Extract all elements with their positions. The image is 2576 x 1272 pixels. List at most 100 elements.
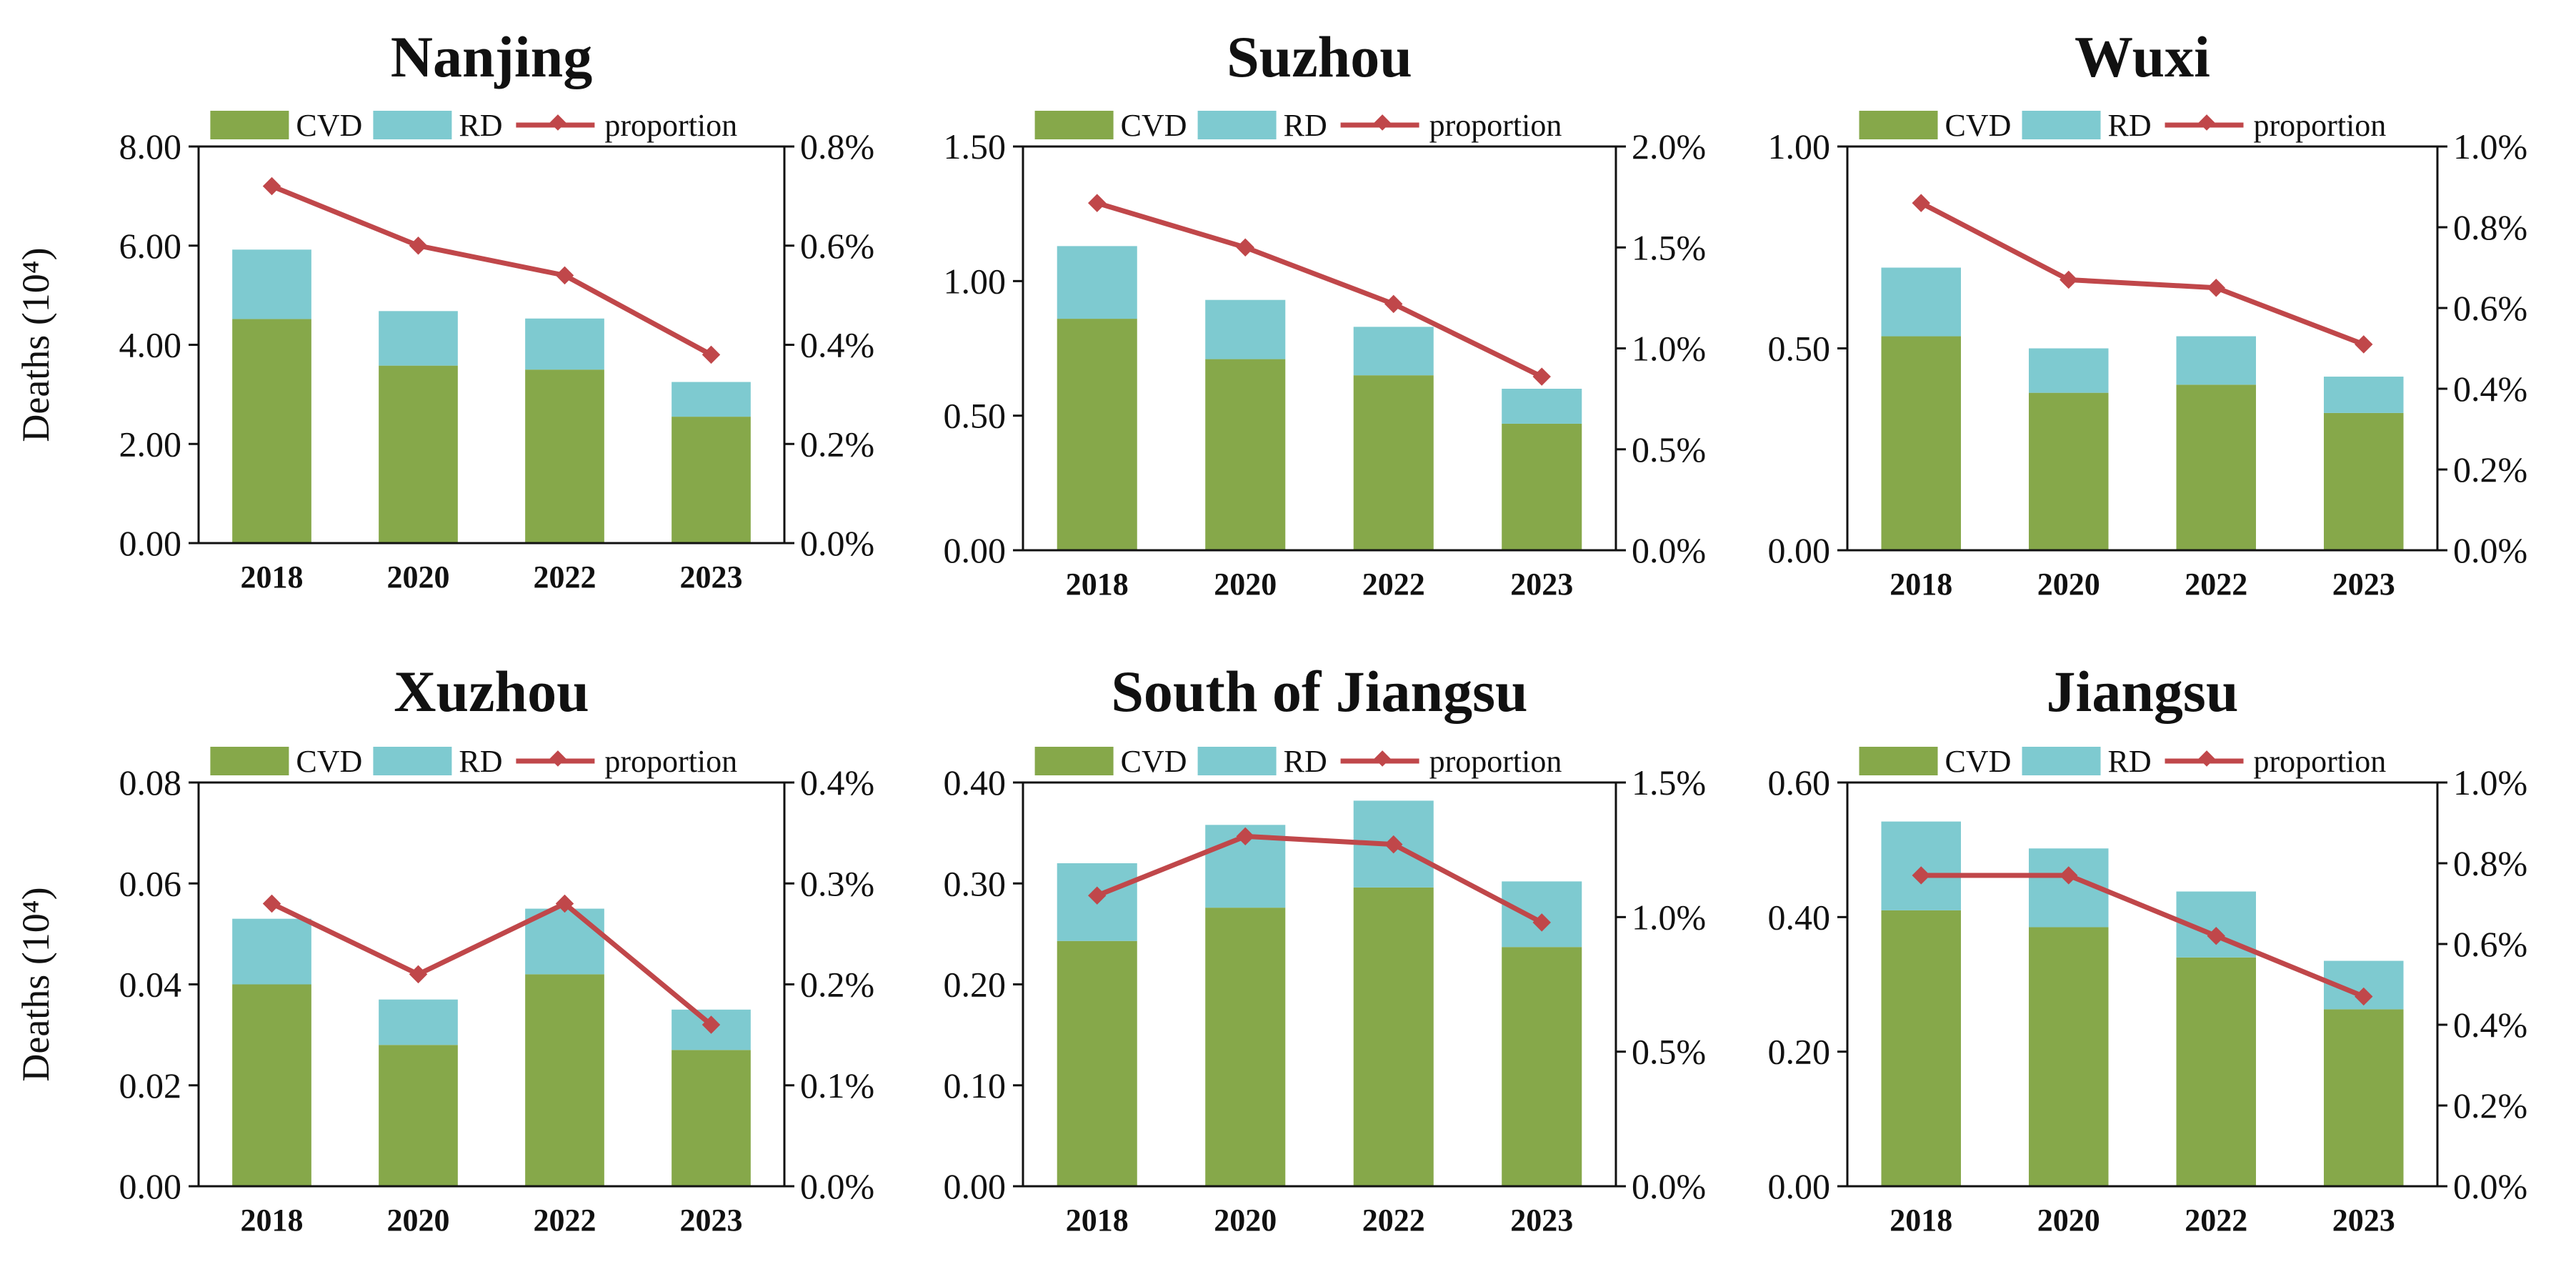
proportion-point-2018 xyxy=(1912,194,1930,212)
y-tick-label: 0.02 xyxy=(119,1065,182,1105)
legend-label-proportion: proportion xyxy=(604,744,737,779)
legend-label-proportion: proportion xyxy=(2254,744,2387,779)
bar-cvd-2022 xyxy=(1353,887,1434,1186)
bar-rd-2020 xyxy=(379,999,458,1045)
bar-cvd-2020 xyxy=(2028,392,2109,550)
legend-swatch-rd xyxy=(373,747,452,775)
y-tick-label: 0.50 xyxy=(944,396,1007,436)
legend-swatch-rd xyxy=(2022,111,2101,139)
y-tick-label: 4.00 xyxy=(119,325,182,365)
y2-tick-label: 1.5% xyxy=(1632,227,1706,267)
y-tick-label: 0.50 xyxy=(1768,329,1831,369)
x-tick-label: 2023 xyxy=(680,1203,743,1238)
y2-tick-label: 0.6% xyxy=(2453,924,2527,964)
y-tick-label: 0.00 xyxy=(944,530,1007,570)
y-tick-label: 0.60 xyxy=(1768,762,1831,803)
y2-tick-label: 0.2% xyxy=(2453,1085,2527,1126)
x-tick-label: 2020 xyxy=(387,1203,450,1238)
x-tick-label: 2022 xyxy=(1362,1203,1425,1238)
bar-cvd-2022 xyxy=(2176,957,2257,1186)
y-tick-label: 0.20 xyxy=(1768,1032,1831,1072)
bar-cvd-2023 xyxy=(2323,412,2404,550)
y-tick-label: 0.30 xyxy=(944,863,1007,903)
legend-label-rd: RD xyxy=(2108,108,2152,143)
bar-cvd-2018 xyxy=(1881,910,1962,1186)
bar-rd-2023 xyxy=(2323,377,2404,413)
chart-panel-wuxi: Wuxi CVD RD proportion 0.00 0.50 1.00 0.0% 0.2% 0… xyxy=(1768,24,2528,602)
x-tick-label: 2023 xyxy=(1510,1203,1573,1238)
bar-cvd-2020 xyxy=(379,365,458,543)
y-axis-label: Deaths (10⁴) xyxy=(14,247,57,442)
y-tick-label: 1.00 xyxy=(944,261,1007,301)
y2-tick-label: 0.3% xyxy=(800,863,874,903)
proportion-point-2018 xyxy=(262,894,281,913)
proportion-point-2020 xyxy=(409,965,428,984)
proportion-line xyxy=(270,901,713,1027)
x-tick-label: 2018 xyxy=(241,560,304,595)
chart-title: Nanjing xyxy=(391,24,593,89)
y2-tick-label: 0.2% xyxy=(800,424,874,464)
legend-label-rd: RD xyxy=(459,108,502,143)
legend-label-cvd: CVD xyxy=(1945,108,2012,143)
x-tick-label: 2020 xyxy=(2037,567,2100,602)
legend-label-rd: RD xyxy=(459,744,502,779)
bar-cvd-2022 xyxy=(1353,375,1434,550)
legend-label-proportion: proportion xyxy=(604,108,737,143)
chart-title: Suzhou xyxy=(1227,24,1412,89)
bar-cvd-2023 xyxy=(1502,947,1582,1186)
chart-title: Xuzhou xyxy=(394,659,589,724)
x-tick-label: 2023 xyxy=(680,560,743,595)
bar-cvd-2018 xyxy=(1057,940,1137,1186)
legend-label-rd: RD xyxy=(1284,108,1327,143)
y-tick-label: 8.00 xyxy=(119,126,182,167)
legend-swatch-cvd xyxy=(1859,111,1938,139)
proportion-line xyxy=(1919,200,2365,347)
x-tick-label: 2020 xyxy=(1214,567,1277,602)
legend-label-cvd: CVD xyxy=(1121,108,1187,143)
chart-panel-jiangsu: Jiangsu CVD RD proportion 0.00 0.20 0.40 0.60 0.… xyxy=(1768,659,2528,1238)
legend: CVD RD proportion xyxy=(1859,744,2387,779)
y-tick-label: 0.00 xyxy=(1768,1166,1831,1206)
x-tick-label: 2022 xyxy=(2185,567,2247,602)
x-tick-label: 2023 xyxy=(1510,567,1573,602)
bar-rd-2023 xyxy=(672,382,751,417)
bar-rd-2020 xyxy=(2028,348,2109,393)
y2-tick-label: 0.8% xyxy=(2453,843,2527,883)
y-axis-label: Deaths (10⁴) xyxy=(14,887,57,1081)
y2-tick-label: 0.2% xyxy=(800,965,874,1005)
y-tick-label: 0.08 xyxy=(119,762,182,803)
legend-swatch-cvd xyxy=(1034,747,1114,775)
y-tick-label: 0.06 xyxy=(119,863,182,903)
x-tick-label: 2022 xyxy=(534,560,596,595)
y2-tick-label: 1.5% xyxy=(1632,762,1706,803)
x-tick-label: 2022 xyxy=(2185,1203,2247,1238)
legend-label-proportion: proportion xyxy=(1429,108,1562,143)
proportion-point-2023 xyxy=(702,345,721,364)
bar-cvd-2022 xyxy=(2176,384,2257,550)
chart-title: Wuxi xyxy=(2075,24,2210,89)
y-tick-label: 2.00 xyxy=(119,424,182,464)
proportion-point-2020 xyxy=(1236,238,1254,257)
y-tick-label: 0.40 xyxy=(1768,897,1831,937)
proportion-point-2022 xyxy=(555,266,574,285)
y2-tick-label: 2.0% xyxy=(1632,126,1706,167)
proportion-point-2022 xyxy=(2207,279,2225,297)
y2-tick-label: 0.0% xyxy=(800,1166,874,1206)
plot-frame xyxy=(1846,781,2439,1188)
y2-tick-label: 0.4% xyxy=(2453,1005,2527,1045)
chart-panel-xuzhou: Xuzhou CVD RD proportion 0.00 0.02 0.04 0.06 0.0… xyxy=(14,659,874,1238)
x-tick-label: 2023 xyxy=(2332,1203,2395,1238)
bar-rd-2022 xyxy=(2176,336,2257,385)
y-tick-label: 0.00 xyxy=(1768,530,1831,570)
y-tick-label: 1.00 xyxy=(1768,126,1831,167)
bar-cvd-2020 xyxy=(1205,908,1286,1186)
x-tick-label: 2018 xyxy=(1889,1203,1952,1238)
proportion-line xyxy=(1096,200,1543,379)
y-tick-label: 0.00 xyxy=(119,523,182,563)
y-tick-label: 0.00 xyxy=(944,1166,1007,1206)
bar-rd-2023 xyxy=(1502,389,1582,424)
legend-swatch-rd xyxy=(1197,747,1277,775)
y2-tick-label: 1.0% xyxy=(2453,126,2527,167)
y-tick-label: 0.20 xyxy=(944,965,1007,1005)
bar-rd-2022 xyxy=(1353,327,1434,376)
